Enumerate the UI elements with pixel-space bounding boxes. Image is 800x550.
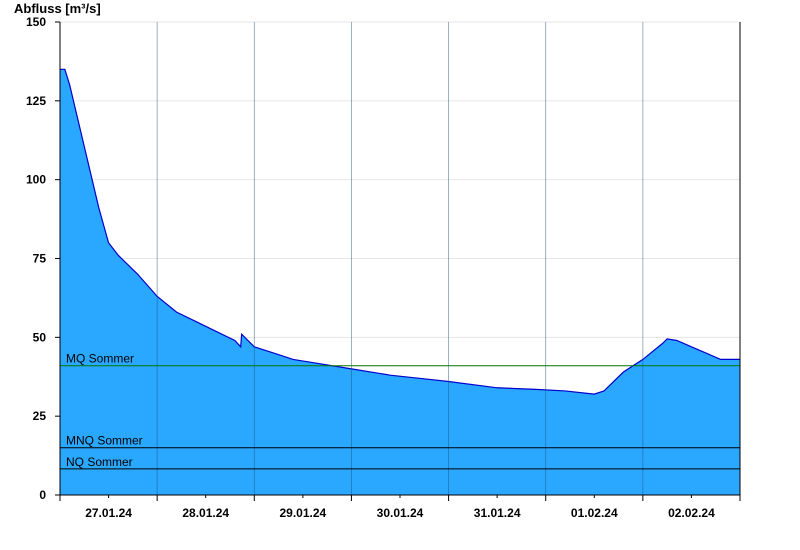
day-separator-layer: [156, 22, 644, 495]
y-tick-label: 100: [26, 173, 46, 187]
reference-lines-layer: MQ Sommer MNQ Sommer NQ Sommer: [60, 352, 740, 470]
ticks-layer: 0 25 50 75 100 125 150 27.01.24 28.01.24 29.01.24…: [26, 15, 741, 520]
discharge-line: [60, 68, 740, 395]
reference-line-label: MQ Sommer: [66, 352, 134, 366]
area-layer: [60, 68, 740, 496]
y-tick-label: 50: [33, 330, 47, 344]
x-tick-label: 02.02.24: [668, 506, 715, 520]
chart-title: Abfluss [m³/s]: [14, 1, 101, 16]
y-tick-label: 75: [33, 252, 47, 266]
discharge-area: [60, 69, 740, 496]
x-tick-label: 29.01.24: [279, 506, 326, 520]
y-tick-label: 150: [26, 15, 46, 29]
y-tick-label: 125: [26, 94, 46, 108]
y-tick-label: 0: [39, 488, 46, 502]
x-tick-label: 28.01.24: [182, 506, 229, 520]
reference-line-label: NQ Sommer: [66, 455, 133, 469]
y-tick-label: 25: [33, 409, 47, 423]
x-tick-label: 27.01.24: [85, 506, 132, 520]
x-tick-label: 31.01.24: [474, 506, 521, 520]
x-tick-label: 01.02.24: [571, 506, 618, 520]
x-tick-label: 30.01.24: [377, 506, 424, 520]
reference-line-label: MNQ Sommer: [66, 434, 143, 448]
